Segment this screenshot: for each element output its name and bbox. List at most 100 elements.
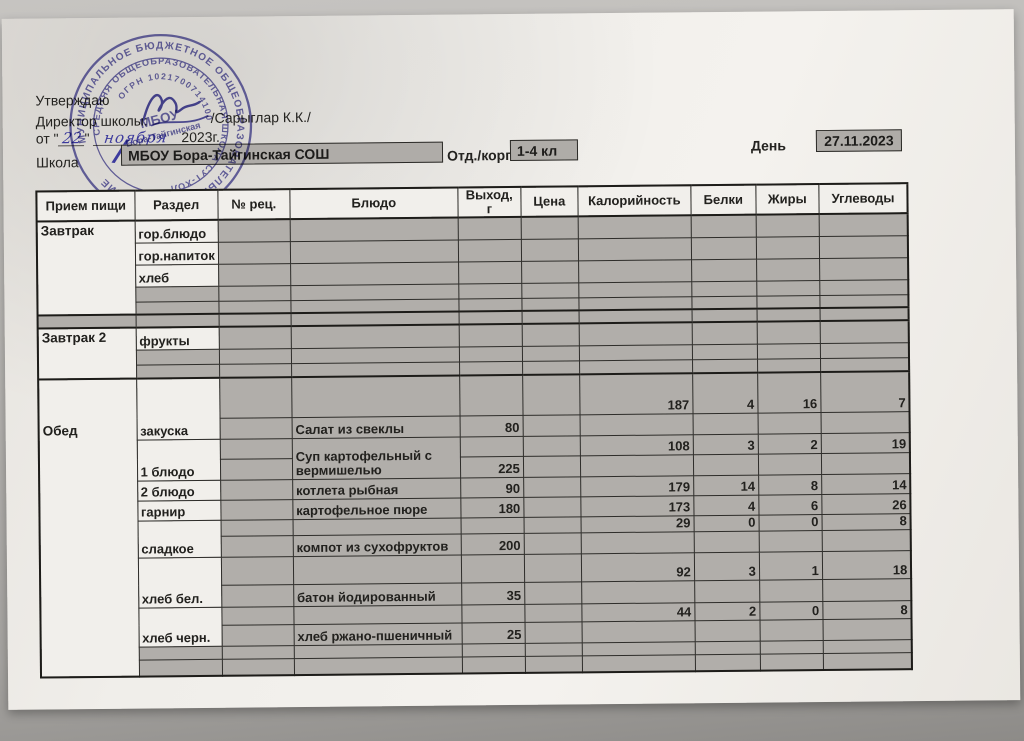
empty-cell bbox=[521, 238, 579, 261]
empty-cell bbox=[218, 313, 291, 327]
empty-cell bbox=[459, 345, 523, 362]
empty-cell bbox=[822, 578, 912, 602]
empty-cell bbox=[820, 411, 911, 434]
empty-cell bbox=[691, 308, 757, 323]
empty-cell bbox=[218, 300, 291, 314]
dish-cell: Суп картофельный с вермишелью bbox=[292, 436, 461, 480]
empty-cell bbox=[291, 375, 460, 418]
day-label: День bbox=[750, 137, 787, 154]
dept-label: Отд./корп bbox=[446, 146, 514, 164]
value-cell: 225 bbox=[460, 455, 524, 478]
header-cell: Прием пищи bbox=[36, 190, 135, 222]
header-cell: Раздел bbox=[134, 189, 218, 221]
value-cell: 14 bbox=[821, 473, 911, 495]
empty-cell bbox=[221, 606, 294, 625]
value-cell: 26 bbox=[821, 493, 911, 515]
empty-cell bbox=[221, 556, 294, 585]
value-cell: 8 bbox=[822, 600, 912, 620]
value-cell: 8 bbox=[758, 474, 822, 495]
empty-cell bbox=[756, 236, 820, 259]
empty-cell bbox=[522, 345, 580, 361]
empty-cell bbox=[524, 621, 583, 643]
dept-value-box: 1-4 кл bbox=[509, 139, 579, 161]
empty-cell bbox=[138, 645, 223, 660]
date-prefix: от " bbox=[35, 130, 59, 147]
value-cell: 35 bbox=[461, 581, 525, 605]
value-cell: 0 bbox=[693, 514, 759, 532]
empty-cell bbox=[756, 308, 820, 322]
empty-cell bbox=[462, 655, 526, 674]
value-cell: 180 bbox=[460, 496, 524, 518]
section-cell: фрукты bbox=[135, 326, 220, 350]
empty-cell bbox=[819, 257, 909, 281]
empty-cell bbox=[524, 603, 582, 622]
value-cell: 8 bbox=[821, 513, 911, 531]
empty-cell bbox=[579, 344, 693, 361]
header-cell: Блюдо bbox=[289, 187, 458, 220]
value-cell: 187 bbox=[579, 373, 693, 415]
empty-cell bbox=[220, 535, 294, 557]
empty-cell bbox=[579, 413, 694, 436]
empty-cell bbox=[460, 516, 524, 534]
value-cell: 29 bbox=[580, 515, 694, 533]
empty-cell bbox=[219, 417, 293, 439]
empty-cell bbox=[222, 645, 295, 659]
empty-cell bbox=[458, 310, 522, 325]
header-cell: № рец. bbox=[217, 189, 290, 220]
meal-cell: Завтрак 2 bbox=[37, 327, 137, 380]
header-cell: Белки bbox=[690, 184, 756, 216]
empty-cell bbox=[756, 258, 820, 281]
empty-cell bbox=[290, 283, 459, 301]
empty-cell bbox=[758, 530, 823, 552]
menu-table: Прием пищи Раздел № рец. Блюдо Выход, г Цена К… bbox=[35, 182, 914, 679]
empty-cell bbox=[523, 496, 581, 517]
empty-cell bbox=[525, 655, 583, 673]
empty-cell bbox=[578, 281, 692, 298]
empty-cell bbox=[218, 241, 291, 264]
empty-cell bbox=[522, 414, 581, 436]
value-cell: 90 bbox=[460, 476, 524, 498]
value-cell: 14 bbox=[693, 474, 759, 496]
value-cell: 3 bbox=[693, 433, 759, 455]
header-cell: Цена bbox=[520, 186, 578, 217]
empty-cell bbox=[820, 357, 910, 373]
empty-cell bbox=[581, 620, 696, 643]
empty-cell bbox=[756, 295, 820, 309]
empty-cell bbox=[580, 454, 694, 477]
empty-cell bbox=[524, 553, 582, 582]
empty-cell bbox=[457, 216, 522, 240]
empty-cell bbox=[690, 214, 757, 238]
value-cell: 6 bbox=[758, 494, 822, 515]
empty-cell bbox=[580, 531, 695, 554]
empty-cell bbox=[520, 216, 579, 239]
empty-cell bbox=[523, 516, 581, 533]
value-cell: 1 bbox=[759, 551, 823, 580]
empty-cell bbox=[219, 348, 292, 364]
empty-cell bbox=[289, 217, 459, 242]
empty-cell bbox=[819, 307, 909, 322]
empty-cell bbox=[222, 658, 295, 676]
value-cell: 0 bbox=[758, 514, 822, 531]
empty-cell bbox=[135, 348, 220, 365]
empty-cell bbox=[524, 581, 582, 604]
empty-cell bbox=[758, 453, 822, 475]
empty-cell bbox=[458, 238, 522, 262]
empty-cell bbox=[819, 320, 910, 344]
empty-cell bbox=[692, 412, 759, 435]
empty-cell bbox=[525, 642, 583, 656]
value-cell: 4 bbox=[692, 372, 758, 414]
empty-cell bbox=[694, 619, 761, 642]
signature-icon bbox=[142, 93, 209, 127]
empty-cell bbox=[138, 658, 223, 677]
empty-cell bbox=[819, 294, 909, 309]
empty-cell bbox=[521, 260, 579, 283]
empty-cell bbox=[135, 285, 219, 302]
value-cell: 19 bbox=[821, 432, 911, 454]
value-cell: 2 bbox=[758, 433, 822, 454]
empty-cell bbox=[582, 654, 696, 673]
empty-cell bbox=[694, 579, 760, 603]
empty-cell bbox=[220, 519, 293, 536]
section-cell: гарнир bbox=[137, 499, 221, 521]
empty-cell bbox=[692, 358, 758, 374]
